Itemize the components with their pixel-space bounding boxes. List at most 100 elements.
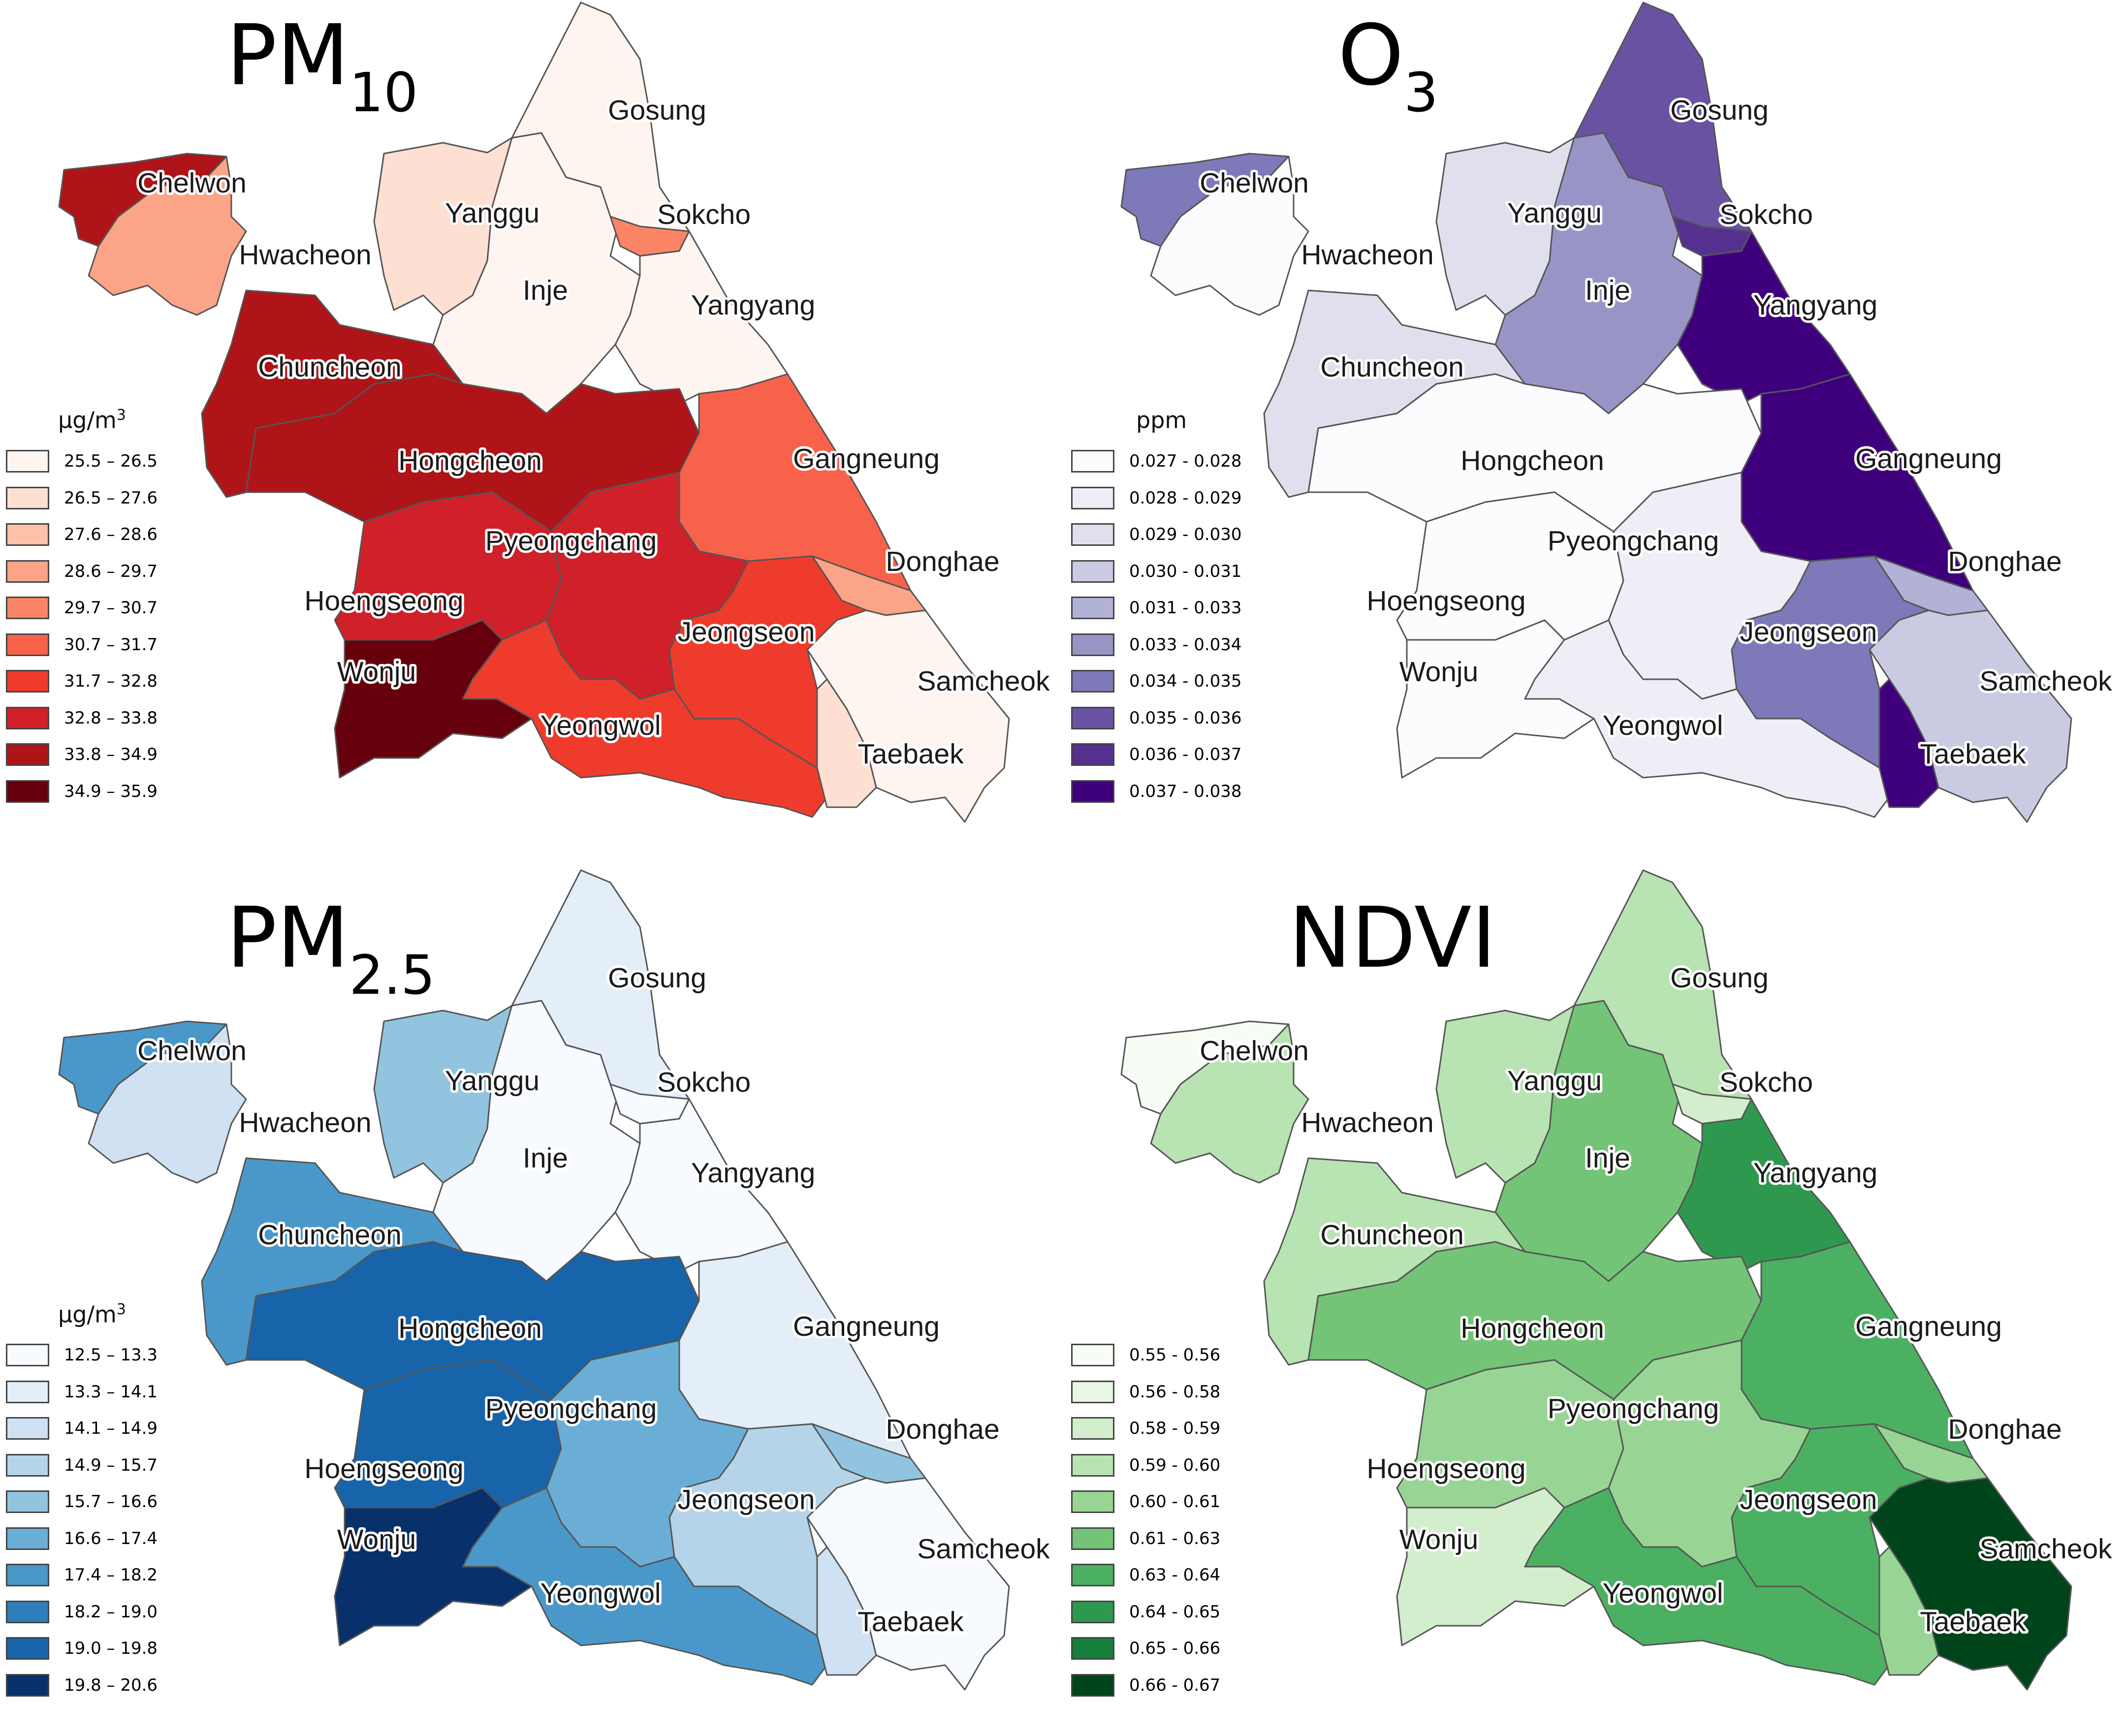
legend-swatch — [6, 523, 49, 546]
legend-item: 30.7 – 31.7 — [6, 627, 158, 663]
legend-swatch — [1071, 1564, 1114, 1587]
legend-label: 34.9 – 35.9 — [64, 781, 158, 801]
district-label-samcheok: Samcheok — [917, 1533, 1050, 1565]
district-label-pyeongchang: Pyeongchang — [485, 1393, 657, 1424]
legend-item: 34.9 – 35.9 — [6, 773, 158, 810]
legend-label: 0.037 - 0.038 — [1129, 781, 1242, 801]
pm25-legend: 12.5 – 13.3 13.3 – 14.1 14.1 – 14.9 14.9 – … — [6, 1337, 158, 1704]
legend-item: 29.7 – 30.7 — [6, 590, 158, 627]
legend-label: 19.8 – 20.6 — [64, 1675, 158, 1695]
legend-label: 14.1 – 14.9 — [64, 1419, 158, 1439]
legend-item: 19.8 – 20.6 — [6, 1667, 158, 1704]
district-taebaek — [1878, 1546, 1939, 1676]
legend-item: 19.0 – 19.8 — [6, 1630, 158, 1667]
district-label-yanggu: Yanggu — [445, 1065, 539, 1097]
district-label-hoengseong: Hoengseong — [1366, 1453, 1525, 1484]
ndvi-map: Chelwon Hwacheon Yanggu Inje Gosung Sokcho Yan… — [1120, 869, 2115, 1691]
legend-item: 0.037 - 0.038 — [1071, 773, 1242, 810]
district-wonju — [334, 1487, 533, 1646]
legend-label: 26.5 – 27.6 — [64, 488, 158, 508]
legend-swatch — [6, 1417, 49, 1440]
district-label-chuncheon: Chuncheon — [258, 1219, 402, 1251]
district-label-taebaek: Taebaek — [857, 738, 964, 770]
legend-swatch — [6, 1637, 49, 1660]
district-label-jeongseon: Jeongseon — [678, 1484, 815, 1515]
legend-swatch — [6, 1344, 49, 1367]
district-label-gosung: Gosung — [608, 95, 706, 126]
district-label-samcheok: Samcheok — [1979, 1533, 2112, 1565]
legend-swatch — [6, 670, 49, 693]
legend-swatch — [1071, 1527, 1114, 1550]
district-label-taebaek: Taebaek — [1920, 738, 2026, 770]
legend-swatch — [1071, 450, 1114, 473]
district-label-hwacheon: Hwacheon — [239, 1107, 371, 1138]
district-label-donghae: Donghae — [886, 546, 999, 577]
legend-item: 0.030 - 0.031 — [1071, 553, 1242, 590]
district-label-wonju: Wonju — [337, 1524, 416, 1555]
legend-swatch — [6, 1564, 49, 1587]
district-label-sokcho: Sokcho — [1719, 1067, 1813, 1098]
district-label-gosung: Gosung — [1670, 962, 1769, 994]
legend-item: 0.56 - 0.58 — [1071, 1374, 1220, 1411]
district-label-donghae: Donghae — [886, 1414, 999, 1445]
legend-item: 16.6 – 17.4 — [6, 1520, 158, 1557]
legend-swatch — [1071, 706, 1114, 729]
legend-swatch — [1071, 1380, 1114, 1403]
district-label-chelwon: Chelwon — [1200, 1035, 1309, 1067]
legend-label: 0.027 - 0.028 — [1129, 451, 1242, 472]
district-label-chuncheon: Chuncheon — [258, 351, 402, 383]
legend-label: 0.56 - 0.58 — [1129, 1382, 1221, 1402]
district-yeongwol — [1524, 619, 1890, 818]
legend-item: 31.7 – 32.8 — [6, 663, 158, 700]
district-label-sokcho: Sokcho — [1719, 199, 1813, 230]
legend-item: 0.66 - 0.67 — [1071, 1667, 1220, 1704]
legend-swatch — [1071, 1673, 1114, 1697]
district-label-hwacheon: Hwacheon — [1301, 1107, 1433, 1138]
district-label-gangneung: Gangneung — [1855, 1311, 2002, 1342]
legend-item: 0.029 - 0.030 — [1071, 516, 1242, 553]
legend-label: 17.4 – 18.2 — [64, 1565, 158, 1585]
legend-swatch — [6, 780, 49, 803]
legend-label: 18.2 – 19.0 — [64, 1602, 158, 1622]
legend-item: 28.6 – 29.7 — [6, 553, 158, 590]
legend-label: 19.0 – 19.8 — [64, 1639, 158, 1659]
district-label-yangyang: Yangyang — [691, 289, 816, 321]
o3-panel: Chelwon Hwacheon Yanggu Inje Gosung Sokcho Yan… — [1062, 0, 2125, 868]
legend-swatch — [1071, 1490, 1114, 1514]
legend-swatch — [6, 450, 49, 473]
pm25-panel: Chelwon Hwacheon Yanggu Inje Gosung Sokcho Yan… — [0, 868, 1062, 1736]
legend-label: 0.55 - 0.56 — [1129, 1345, 1221, 1365]
legend-swatch — [1071, 560, 1114, 583]
district-label-inje: Inje — [523, 1142, 568, 1174]
district-label-gangneung: Gangneung — [1855, 443, 2002, 474]
o3-district-labels: Chelwon Hwacheon Yanggu Inje Gosung Sokcho Yan… — [1197, 92, 2115, 772]
district-label-pyeongchang: Pyeongchang — [485, 525, 657, 557]
district-yeongwol — [1524, 1487, 1890, 1686]
district-label-taebaek: Taebaek — [1920, 1606, 2026, 1638]
legend-label: 0.65 - 0.66 — [1129, 1639, 1221, 1659]
district-label-yeongwol: Yeongwol — [1602, 710, 1723, 741]
legend-item: 27.6 – 28.6 — [6, 516, 158, 553]
o3-unit: ppm — [1136, 407, 1187, 434]
legend-label: 0.035 - 0.036 — [1129, 708, 1242, 728]
district-wonju — [334, 619, 533, 779]
district-wonju — [1396, 619, 1595, 779]
district-label-jeongseon: Jeongseon — [1740, 616, 1877, 648]
legend-label: 15.7 – 16.6 — [64, 1492, 158, 1512]
legend-label: 0.66 - 0.67 — [1129, 1675, 1221, 1695]
pm25-districts — [58, 869, 1010, 1691]
o3-districts — [1120, 1, 2072, 823]
legend-label: 32.8 – 33.8 — [64, 708, 158, 728]
district-yeongwol — [462, 1487, 828, 1686]
district-label-pyeongchang: Pyeongchang — [1548, 525, 1719, 557]
district-label-chuncheon: Chuncheon — [1320, 1219, 1464, 1251]
legend-swatch — [1071, 633, 1114, 656]
legend-swatch — [1071, 1453, 1114, 1477]
legend-item: 13.3 – 14.1 — [6, 1374, 158, 1411]
legend-swatch — [6, 1527, 49, 1550]
legend-label: 13.3 – 14.1 — [64, 1382, 158, 1402]
pm25-unit: μg/m3 — [58, 1301, 126, 1328]
district-label-gosung: Gosung — [1670, 95, 1769, 126]
legend-item: 0.028 - 0.029 — [1071, 480, 1242, 517]
legend-item: 0.61 - 0.63 — [1071, 1520, 1220, 1557]
